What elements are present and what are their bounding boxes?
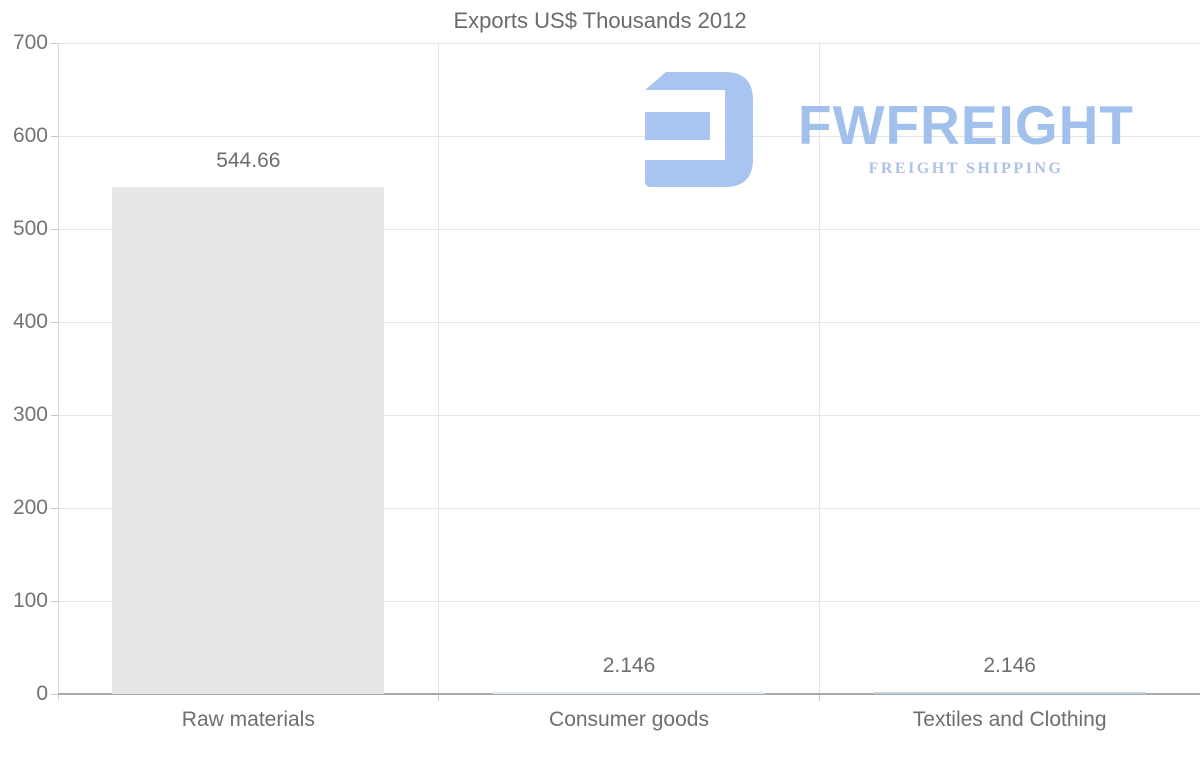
watermark-brand-text: FWFREIGHT: [798, 94, 1134, 156]
y-tick-300: [51, 414, 58, 416]
gridline-y-200: [58, 507, 1200, 509]
gridline-y-500: [58, 228, 1200, 230]
bar-textiles-and-clothing: [873, 692, 1146, 694]
y-tick-label-500: 500: [12, 217, 48, 240]
fwfreight-mark-icon: [645, 72, 753, 187]
watermark-logo: FWFREIGHT FREIGHT SHIPPING: [645, 72, 1161, 187]
y-axis-line: [58, 43, 59, 701]
y-tick-label-400: 400: [12, 310, 48, 333]
gridline-x-2: [818, 43, 820, 694]
y-tick-400: [51, 321, 58, 323]
y-tick-label-600: 600: [12, 124, 48, 147]
y-tick-100: [51, 600, 58, 602]
gridline-y-600: [58, 135, 1200, 137]
watermark-tagline-text: FREIGHT SHIPPING: [868, 160, 1064, 177]
y-tick-label-700: 700: [12, 31, 48, 54]
value-label-raw-materials: 544.66: [216, 149, 281, 173]
value-label-textiles-and-clothing: 2.146: [983, 654, 1036, 677]
gridline-y-300: [58, 414, 1200, 416]
category-label-consumer-goods: Consumer goods: [549, 708, 709, 731]
category-label-raw-materials: Raw materials: [181, 708, 315, 731]
bar-consumer-goods: [492, 692, 766, 694]
y-tick-label-300: 300: [12, 403, 48, 426]
y-tick-200: [51, 507, 58, 509]
gridline-x-1: [438, 43, 440, 694]
y-tick-700: [51, 42, 58, 44]
y-tick-label-200: 200: [12, 496, 48, 519]
bar-raw-materials: [112, 187, 385, 694]
x-boundary-tick-2: [818, 694, 820, 701]
y-tick-600: [51, 135, 58, 137]
chart-title: Exports US$ Thousands 2012: [453, 8, 747, 33]
value-label-consumer-goods: 2.146: [602, 654, 656, 677]
y-tick-label-100: 100: [12, 589, 48, 612]
gridline-y-400: [58, 321, 1200, 323]
x-boundary-tick-1: [438, 694, 440, 701]
x-axis-line: [58, 693, 1200, 695]
y-tick-500: [51, 228, 58, 230]
gridline-y-700: [58, 42, 1200, 44]
y-tick-label-0: 0: [36, 682, 48, 705]
gridline-y-100: [58, 600, 1200, 602]
y-tick-0: [51, 693, 58, 695]
watermark-text-column: FWFREIGHT FREIGHT SHIPPING: [771, 72, 1161, 178]
category-label-textiles-and-clothing: Textiles and Clothing: [912, 708, 1107, 731]
